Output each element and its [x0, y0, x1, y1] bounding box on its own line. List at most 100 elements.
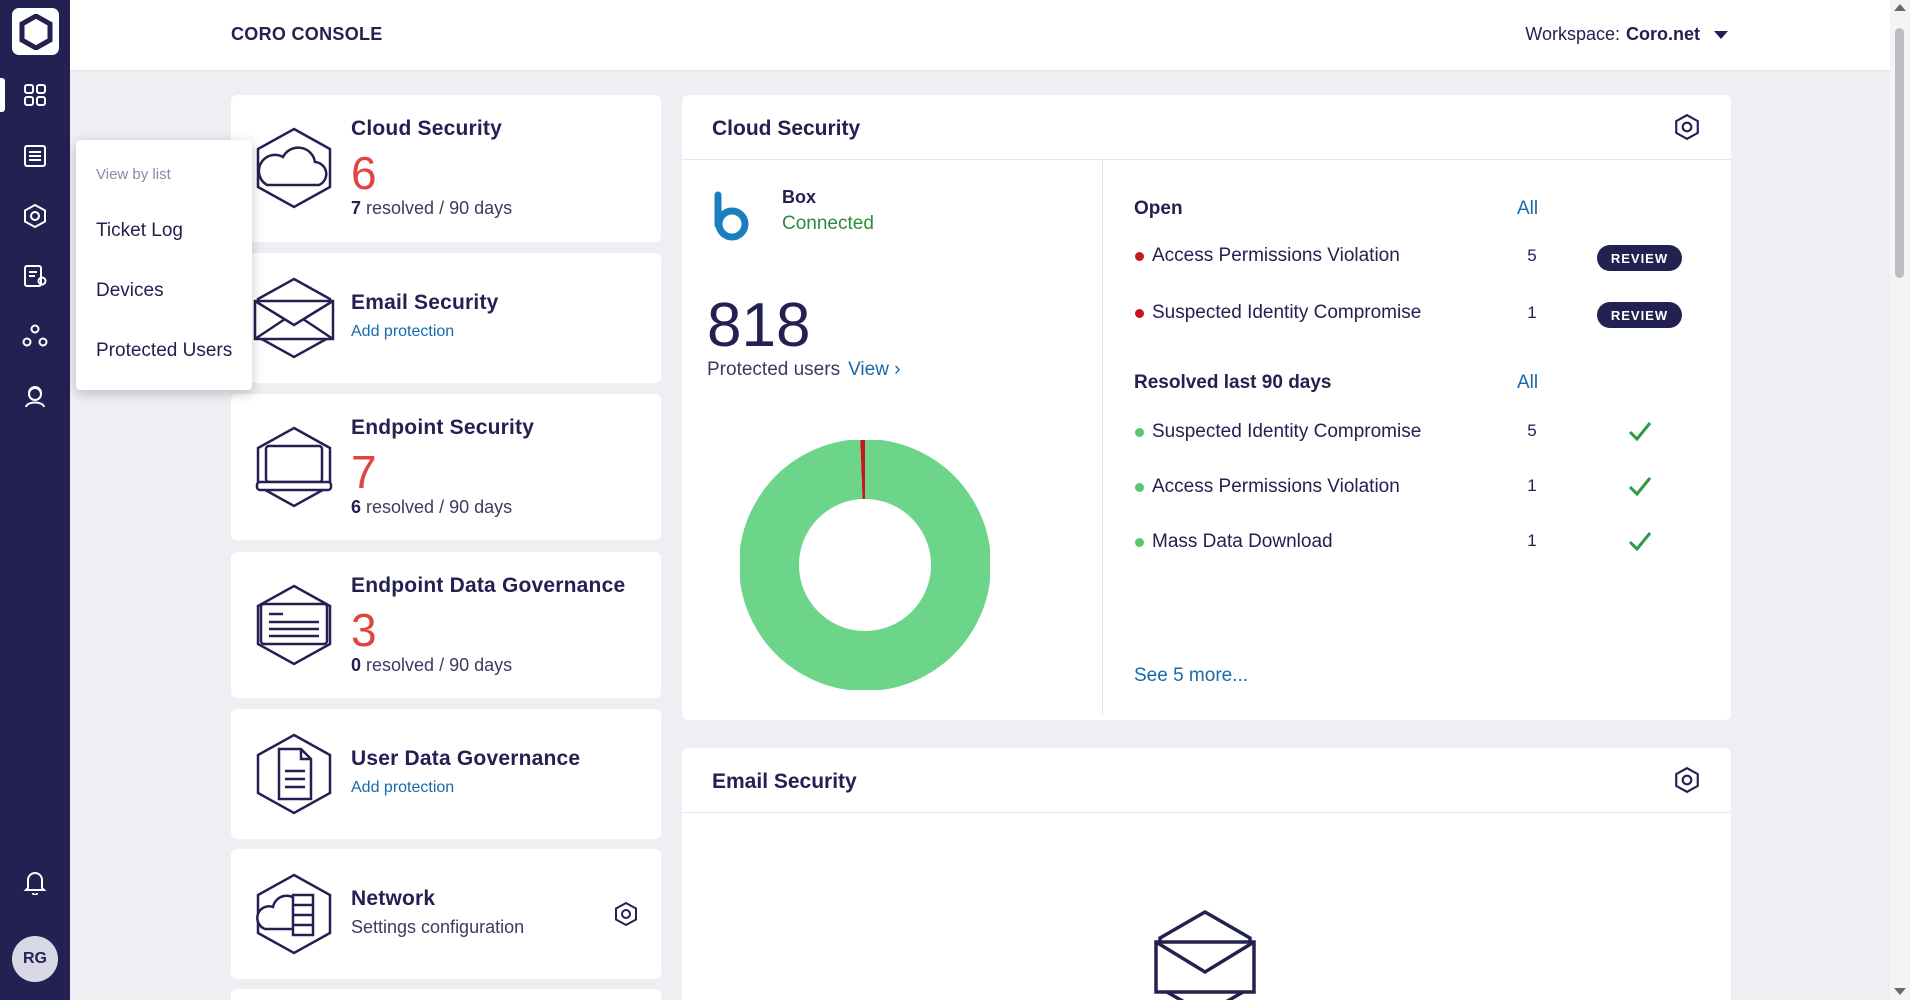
menu-item-devices[interactable]: Devices — [96, 280, 164, 301]
protected-users-donut — [740, 440, 990, 690]
widget-endpoint-data-governance[interactable]: Endpoint Data Governance 3 0 resolved / … — [231, 552, 661, 698]
resolved-count: 6 — [351, 497, 362, 517]
resolved-all-link[interactable]: All — [1517, 372, 1539, 393]
list-icon[interactable] — [17, 138, 53, 174]
workspace-selector[interactable]: Workspace: Coro.net — [1525, 24, 1728, 45]
resolved-row-label[interactable]: Access Permissions Violation — [1152, 476, 1400, 497]
document-icon — [256, 733, 332, 815]
scroll-down-arrow[interactable] — [1894, 988, 1906, 995]
dashboard-icon[interactable] — [17, 77, 53, 113]
panel-title: Email Security — [712, 770, 857, 793]
avatar[interactable]: RG — [12, 936, 58, 982]
coro-logo[interactable] — [12, 8, 59, 55]
support-icon[interactable] — [17, 378, 53, 414]
see-more-link[interactable]: See 5 more... — [1134, 665, 1249, 686]
review-button[interactable]: REVIEW — [1597, 245, 1682, 271]
open-row-label[interactable]: Access Permissions Violation — [1152, 245, 1400, 266]
resolved-row-label[interactable]: Suspected Identity Compromise — [1152, 421, 1422, 442]
widget-title: Endpoint Data Governance — [351, 574, 626, 597]
protected-users-count: 818 — [707, 291, 811, 360]
workspace-name: Coro.net — [1626, 24, 1700, 44]
status-dot — [1135, 428, 1144, 437]
view-link[interactable]: View › — [848, 359, 901, 380]
widget-resolved: 7 resolved / 90 days — [351, 198, 512, 219]
open-row-label[interactable]: Suspected Identity Compromise — [1152, 302, 1422, 323]
widget-title: Email Security — [351, 291, 499, 314]
settings-doc-icon[interactable] — [17, 258, 53, 294]
nav-active-indicator — [0, 78, 5, 112]
envelope-icon — [1154, 909, 1256, 1000]
divider — [1102, 159, 1103, 715]
widget-count: 6 — [351, 147, 377, 199]
menu-item-ticket-log[interactable]: Ticket Log — [96, 220, 183, 241]
box-logo-icon — [714, 191, 749, 241]
status-dot — [1135, 309, 1144, 318]
gear-hex-icon[interactable] — [17, 198, 53, 234]
gear-hex-icon[interactable] — [1673, 113, 1701, 141]
resolved-count: 7 — [351, 198, 362, 218]
widget-count: 3 — [351, 604, 377, 656]
checkmark-icon — [1628, 422, 1652, 442]
open-heading: Open — [1134, 198, 1183, 219]
widget-subtitle: Settings configuration — [351, 917, 525, 937]
bell-icon[interactable] — [17, 864, 53, 900]
top-header: CORO CONSOLE Workspace: Coro.net — [70, 0, 1890, 70]
gear-hex-icon[interactable] — [613, 901, 639, 927]
cloud-security-panel: Cloud Security Box Connected 818 Protect… — [682, 95, 1731, 720]
envelope-icon — [253, 277, 335, 359]
widget-title: Endpoint Security — [351, 416, 535, 439]
gear-hex-icon[interactable] — [1673, 766, 1701, 794]
app-title: CORO CONSOLE — [231, 24, 383, 44]
menu-item-protected-users[interactable]: Protected Users — [96, 340, 233, 361]
review-button[interactable]: REVIEW — [1597, 302, 1682, 328]
widget-count: 7 — [351, 446, 377, 498]
open-all-link[interactable]: All — [1517, 198, 1539, 219]
panel-title: Cloud Security — [712, 117, 861, 140]
divider — [682, 812, 1731, 813]
view-by-list-menu: View by list Ticket Log Devices Protecte… — [76, 140, 252, 390]
add-protection-link[interactable]: Add protection — [351, 779, 455, 796]
widget-title: Network — [351, 887, 436, 910]
data-doc-icon — [256, 584, 332, 666]
chevron-down-icon — [1714, 30, 1728, 39]
scroll-thumb[interactable] — [1895, 28, 1904, 278]
protected-label-text: Protected users — [707, 359, 841, 380]
widget-resolved: 0 resolved / 90 days — [351, 655, 512, 676]
resolved-row-count: 5 — [1527, 421, 1537, 440]
resolved-suffix: resolved / 90 days — [366, 497, 513, 517]
checkmark-icon — [1628, 532, 1652, 552]
widget-cloud-security[interactable]: Cloud Security 6 7 resolved / 90 days — [231, 95, 661, 242]
open-row-count: 1 — [1527, 303, 1537, 322]
status-dot — [1135, 538, 1144, 547]
widget-resolved: 6 resolved / 90 days — [351, 497, 512, 518]
status-dot — [1135, 252, 1144, 261]
status-dot — [1135, 483, 1144, 492]
scroll-up-arrow[interactable] — [1894, 4, 1906, 11]
widget-user-data-governance[interactable]: User Data Governance Add protection — [231, 709, 661, 839]
donut-segment-protected — [740, 440, 990, 690]
cloud-server-icon — [256, 873, 332, 955]
widget-endpoint-security[interactable]: Endpoint Security 7 6 resolved / 90 days — [231, 394, 661, 540]
service-name: Box — [782, 187, 817, 207]
vertical-scrollbar[interactable] — [1890, 0, 1910, 1000]
resolved-suffix: resolved / 90 days — [366, 198, 513, 218]
widget-network[interactable]: Network Settings configuration — [231, 849, 661, 979]
widget-next-partial — [231, 989, 661, 1000]
email-security-panel: Email Security — [682, 748, 1731, 1000]
protected-users-label: Protected users View › — [707, 359, 901, 381]
resolved-heading: Resolved last 90 days — [1134, 372, 1332, 393]
resolved-row-count: 1 — [1527, 531, 1537, 550]
resolved-suffix: resolved / 90 days — [366, 655, 513, 675]
workspace-label: Workspace: — [1525, 24, 1620, 44]
open-row-count: 5 — [1527, 246, 1537, 265]
network-icon[interactable] — [17, 318, 53, 354]
resolved-count: 0 — [351, 655, 362, 675]
widget-email-security[interactable]: Email Security Add protection — [231, 253, 661, 383]
add-protection-link[interactable]: Add protection — [351, 323, 455, 340]
widget-title: User Data Governance — [351, 747, 581, 770]
laptop-icon — [255, 426, 333, 508]
widget-title: Cloud Security — [351, 117, 502, 140]
sidebar: RG — [0, 0, 70, 1000]
resolved-row-label[interactable]: Mass Data Download — [1152, 531, 1333, 552]
menu-header: View by list — [96, 166, 171, 183]
